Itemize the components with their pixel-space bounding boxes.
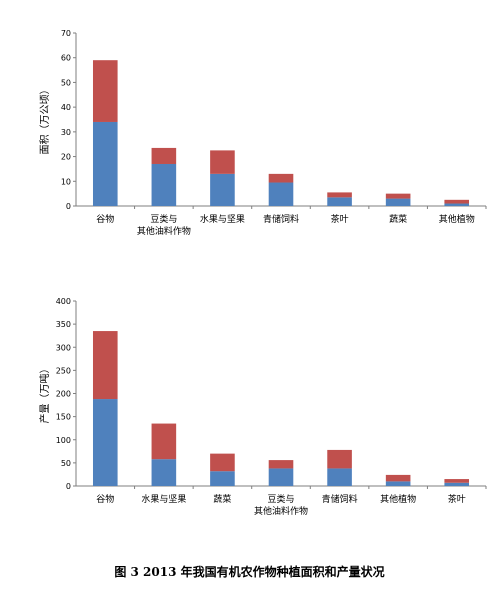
category-label: 其他油料作物 [137,225,191,237]
bar-segment-2 [385,193,411,199]
bar-segment-1 [327,197,352,206]
bar-segment-2 [268,460,294,469]
category-label: 其他植物 [380,493,416,505]
bar-segment-1 [385,198,411,206]
chart-2: 0 50 100 150 200 250 300 350 400 产量（万吨） 谷物 水果与坚果 蔬菜 豆… [38,297,487,517]
bar-segment-1 [210,471,235,486]
y-tick-label: 70 [61,29,71,38]
y-tick-label: 20 [61,153,71,162]
category-label: 青储饲料 [263,213,299,225]
bar-segment-2 [210,453,235,472]
y-tick-label: 60 [61,54,71,63]
bar-segment-1 [385,481,411,486]
bar-segment-1 [151,163,177,206]
category-label: 豆类与 [267,493,294,505]
bar-segment-2 [268,173,294,183]
category-label: 水果与坚果 [141,493,186,505]
bar-segment-2 [327,192,352,198]
category-label: 蔬菜 [213,493,231,505]
bar-segment-2 [92,331,118,400]
bar-segment-1 [444,203,470,206]
category-label: 谷物 [96,493,114,505]
bar-segment-1 [327,468,352,486]
y-tick-label: 0 [66,202,71,211]
figure-caption: 图 3 2013 年我国有机农作物种植面积和产量状况 [114,565,385,579]
y-tick-label: 40 [61,103,71,112]
bar-segment-2 [151,147,177,164]
category-label: 青储饲料 [322,493,358,505]
y-tick-label: 400 [56,297,71,306]
category-label: 蔬菜 [389,213,407,225]
bar-segment-1 [151,459,177,486]
y-tick-label: 100 [56,436,71,445]
category-label: 豆类与 [150,213,177,225]
bar-segment-1 [268,182,294,206]
bar-segment-2 [444,199,470,204]
bar-segment-1 [210,173,235,206]
y-tick-label: 200 [56,390,71,399]
y-tick-label: 150 [56,413,71,422]
y-axis-label: 面积（万公顷） [39,85,51,155]
bar-segment-2 [210,150,235,174]
category-label: 其他油料作物 [254,505,308,517]
bar-segment-2 [385,474,411,482]
bar-segment-2 [151,423,177,460]
category-label: 水果与坚果 [200,213,245,225]
y-tick-label: 300 [56,343,71,352]
category-label: 其他植物 [439,213,475,225]
category-label: 茶叶 [448,493,466,505]
y-tick-label: 50 [61,78,71,87]
category-label: 茶叶 [331,213,349,225]
y-axis-label: 产量（万吨） [38,364,51,424]
bar-segment-1 [92,399,118,486]
bar-segment-2 [92,60,118,122]
y-tick-label: 50 [61,459,71,468]
category-label: 谷物 [96,213,114,225]
bar-segment-1 [444,482,470,486]
bar-segment-2 [444,479,470,483]
y-tick-label: 30 [61,128,71,137]
y-tick-label: 250 [56,366,71,375]
y-tick-label: 0 [66,482,71,491]
bar-segment-1 [268,468,294,486]
y-tick-label: 10 [61,177,71,186]
bar-segment-2 [327,449,352,469]
bar-segment-1 [92,121,118,206]
y-tick-label: 350 [56,320,71,329]
